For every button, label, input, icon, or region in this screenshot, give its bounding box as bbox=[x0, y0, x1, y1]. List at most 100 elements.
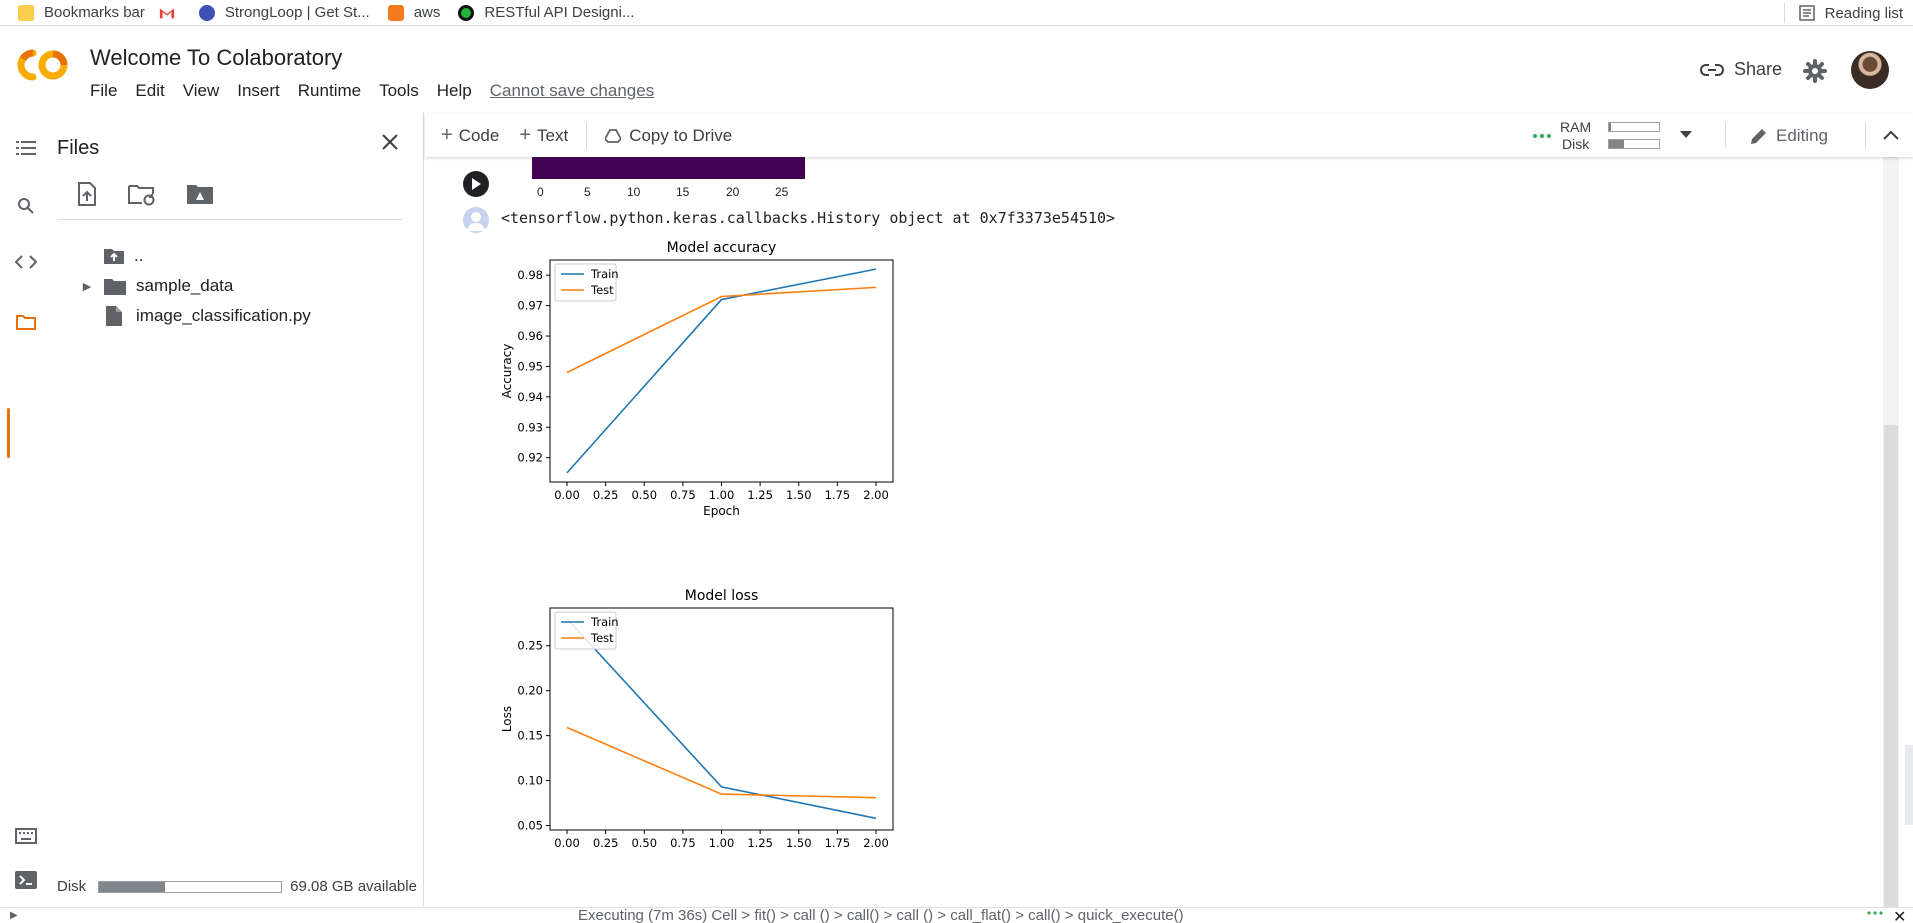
divider bbox=[586, 122, 588, 149]
tree-item-label: .. bbox=[134, 246, 144, 265]
expand-status-icon[interactable]: ▶ bbox=[10, 910, 18, 921]
bookmark-label: StrongLoop | Get St... bbox=[224, 4, 370, 21]
bookmark-restful-api[interactable]: RESTful API Designi... bbox=[450, 0, 644, 26]
tree-item-image-classification[interactable]: image_classification.py bbox=[80, 302, 311, 330]
copy-to-drive-button[interactable]: Copy to Drive bbox=[595, 114, 742, 157]
upload-file-icon[interactable] bbox=[76, 182, 98, 206]
add-text-button[interactable]: + Text bbox=[509, 114, 578, 157]
reading-list-button[interactable]: Reading list bbox=[1783, 0, 1903, 26]
y-tick-label: 0.93 bbox=[517, 420, 543, 434]
status-text: Executing (7m 36s) Cell > fit() > call (… bbox=[578, 907, 1184, 923]
collapse-chevron-up-icon[interactable] bbox=[1883, 130, 1899, 140]
disk-label: Disk bbox=[57, 878, 87, 895]
terminal-icon[interactable] bbox=[14, 868, 38, 892]
y-tick-label: 0.10 bbox=[517, 774, 543, 788]
y-tick-label: 0.97 bbox=[517, 299, 543, 313]
active-indicator bbox=[7, 408, 10, 458]
code-snippets-icon[interactable] bbox=[14, 250, 38, 274]
run-cell-button[interactable] bbox=[463, 171, 489, 197]
tree-item-parent[interactable]: .. bbox=[80, 242, 143, 270]
ram-fill bbox=[1609, 123, 1611, 131]
gmail-icon bbox=[159, 8, 174, 18]
close-icon[interactable] bbox=[380, 132, 400, 152]
bookmark-bookmarks-bar[interactable]: Bookmarks bar bbox=[0, 0, 155, 26]
reading-list-label: Reading list bbox=[1824, 4, 1903, 22]
table-of-contents-icon[interactable] bbox=[14, 136, 38, 160]
x-axis-label: Epoch bbox=[703, 504, 740, 518]
editing-mode-button[interactable]: Editing bbox=[1750, 114, 1828, 157]
search-icon[interactable] bbox=[14, 194, 38, 218]
menu-tools[interactable]: Tools bbox=[379, 81, 419, 100]
strongloop-icon bbox=[198, 4, 215, 21]
output-avatar-icon bbox=[463, 207, 489, 233]
tree-item-label: sample_data bbox=[136, 276, 234, 295]
expand-arrow-icon[interactable]: ▶ bbox=[82, 280, 92, 293]
y-tick-label: 0.25 bbox=[517, 639, 543, 653]
divider bbox=[1725, 122, 1726, 148]
x-tick-label: 2.00 bbox=[863, 488, 889, 502]
x-tick-label: 1.25 bbox=[747, 836, 773, 850]
divider bbox=[1783, 3, 1785, 23]
reading-list-icon bbox=[1798, 5, 1815, 21]
scrollbar-thumb[interactable] bbox=[1884, 425, 1898, 907]
menu-help[interactable]: Help bbox=[436, 81, 472, 100]
connected-dots-icon bbox=[1533, 134, 1551, 138]
files-folder-icon[interactable] bbox=[14, 310, 38, 334]
chart-title: Model loss bbox=[685, 588, 759, 604]
cannot-save-link[interactable]: Cannot save changes bbox=[489, 81, 655, 100]
tick-label: 20 bbox=[726, 185, 740, 199]
settings-gear-icon[interactable] bbox=[1803, 59, 1827, 83]
menu-edit[interactable]: Edit bbox=[135, 81, 165, 100]
x-tick-label: 0.50 bbox=[631, 836, 657, 850]
dropdown-arrow-icon[interactable] bbox=[1680, 131, 1692, 139]
folder-icon bbox=[18, 4, 34, 21]
files-panel: Files .. ▶ sample_data image_classificat… bbox=[50, 112, 424, 907]
y-tick-label: 0.92 bbox=[517, 451, 543, 465]
menu-bar: File Edit View Insert Runtime Tools Help… bbox=[90, 81, 672, 101]
legend-label: Test bbox=[590, 631, 614, 645]
notebook-title[interactable]: Welcome To Colaboratory bbox=[90, 45, 343, 70]
menu-insert[interactable]: Insert bbox=[237, 81, 280, 100]
y-tick-label: 0.96 bbox=[517, 329, 543, 343]
add-code-button[interactable]: + Code bbox=[431, 114, 509, 157]
bookmark-aws[interactable]: aws bbox=[380, 0, 451, 26]
tree-item-sample-data[interactable]: ▶ sample_data bbox=[80, 272, 234, 300]
files-toolbar bbox=[76, 182, 214, 206]
command-palette-icon[interactable] bbox=[14, 824, 38, 848]
y-tick-label: 0.20 bbox=[517, 684, 543, 698]
share-button[interactable]: Share bbox=[1700, 59, 1782, 80]
x-tick-label: 1.00 bbox=[709, 488, 735, 502]
legend-label: Train bbox=[590, 615, 619, 629]
disk-available: 69.08 GB available bbox=[290, 878, 417, 895]
mount-drive-icon[interactable] bbox=[186, 182, 214, 206]
image-output-strip bbox=[532, 157, 805, 179]
x-tick-label: 0.25 bbox=[593, 836, 619, 850]
disk-usage-bar bbox=[98, 880, 283, 893]
account-avatar[interactable] bbox=[1851, 51, 1889, 89]
sidebar-rail bbox=[0, 112, 50, 907]
refresh-folder-icon[interactable] bbox=[128, 182, 156, 206]
ram-label: RAM bbox=[1560, 119, 1592, 135]
ram-bar bbox=[1608, 122, 1660, 132]
menu-file[interactable]: File bbox=[90, 81, 118, 100]
bookmark-gmail[interactable] bbox=[155, 0, 195, 26]
x-tick-label: 0.25 bbox=[593, 488, 619, 502]
series-line-train bbox=[566, 618, 877, 820]
stopwatch-icon bbox=[458, 4, 475, 21]
y-axis-label: Accuracy bbox=[500, 344, 514, 399]
legend-label: Train bbox=[590, 267, 619, 281]
play-icon bbox=[472, 178, 481, 190]
x-tick-label: 1.25 bbox=[747, 488, 773, 502]
tick-label: 15 bbox=[676, 185, 690, 199]
tick-label: 25 bbox=[775, 185, 789, 199]
close-status-icon[interactable]: ✕ bbox=[1893, 909, 1907, 923]
x-tick-label: 1.75 bbox=[825, 488, 851, 502]
bookmark-strongloop[interactable]: StrongLoop | Get St... bbox=[195, 0, 380, 26]
menu-runtime[interactable]: Runtime bbox=[297, 81, 362, 100]
x-tick-label: 1.75 bbox=[825, 836, 851, 850]
menu-view[interactable]: View bbox=[182, 81, 220, 100]
link-icon bbox=[1700, 63, 1724, 76]
pencil-icon bbox=[1751, 128, 1766, 144]
chart-title: Model accuracy bbox=[667, 240, 777, 256]
x-tick-label: 0.00 bbox=[554, 488, 580, 502]
